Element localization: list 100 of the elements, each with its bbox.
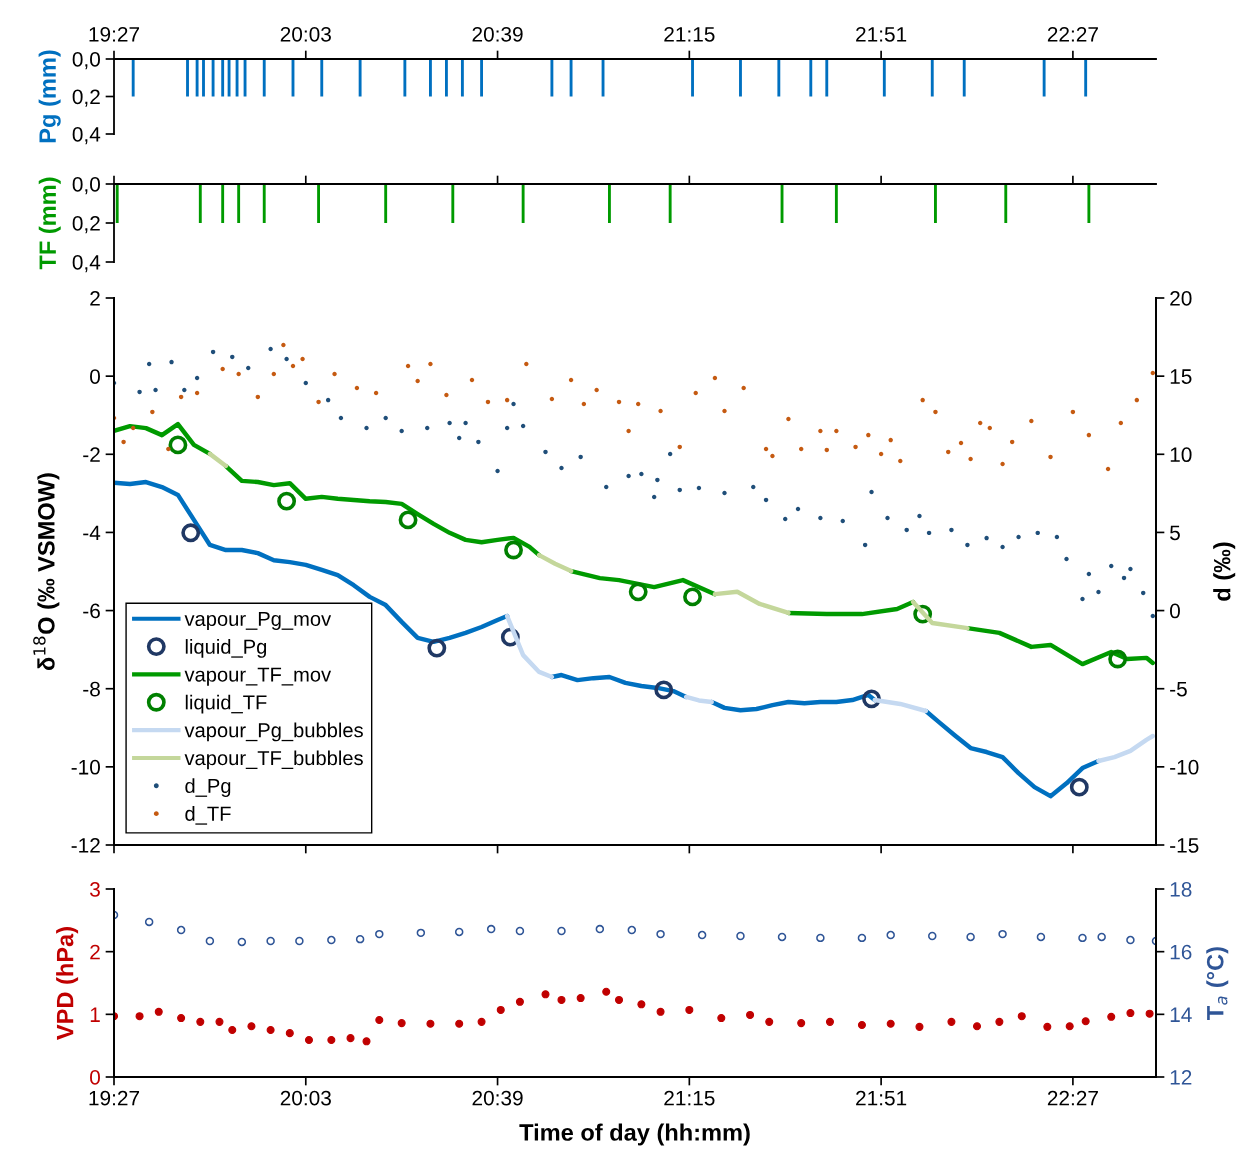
x-tick-label: 20:39 [472,26,523,42]
y2-tick-label: -10 [1170,759,1199,775]
point [181,523,201,543]
x-tick-label: 22:27 [1047,1090,1098,1106]
point [637,1000,646,1009]
y-tick-label: 0,0 [72,52,100,70]
y-tick-label: -8 [83,681,100,697]
x-tick-label: 21:15 [664,1090,715,1106]
point [1145,1009,1154,1018]
point [228,1025,237,1035]
y-tick-label: 2 [90,291,100,306]
point [966,932,975,942]
y2-tick-label: 5 [1170,525,1180,541]
point [215,1017,224,1026]
point [765,1017,774,1026]
y-tick-label: 0,0 [72,177,100,195]
point [915,1022,924,1031]
point [416,928,426,938]
point [656,929,665,939]
y-axis-title: Pg (mm) [38,50,61,143]
x-tick-label: 22:27 [1047,26,1098,42]
point [541,990,550,999]
point [477,1017,486,1026]
point [454,927,464,937]
point [1107,1012,1116,1021]
point [295,936,304,946]
point [557,995,566,1004]
point [736,931,745,941]
point [504,540,523,560]
point [247,1022,256,1031]
legend-label: d_TF [185,806,231,825]
point [602,987,611,996]
point [886,1019,895,1028]
y2-tick-label: 18 [1170,882,1192,897]
point [346,1034,355,1043]
x-tick-label: 21:51 [856,26,907,42]
y2-tick-label: 10 [1170,447,1192,463]
point [455,1019,464,1028]
point [1126,935,1135,945]
y2-axis-title: T$_{a}$ (°C) [1206,947,1229,1020]
y-axis-title: TF (mm) [38,177,61,270]
y-tick-label: 2 [90,944,100,960]
point [1081,1017,1090,1026]
y2-tick-label: 12 [1170,1070,1192,1085]
point [797,1019,806,1028]
y-tick-label: 3 [90,882,100,897]
point [427,638,447,658]
point [398,510,418,530]
point [654,680,674,700]
legend-label: vapour_TF_bubbles [184,750,363,770]
x-tick-label: 19:27 [89,1090,140,1106]
y2-tick-label: -15 [1170,838,1199,853]
legend-label: vapour_Pg_bubbles [184,722,363,742]
y-tick-label: 0,4 [72,255,101,273]
point [816,933,825,943]
y-tick-label: 0 [90,369,100,384]
x-tick-label: 21:15 [664,26,715,42]
point [196,1017,205,1026]
legend-label: vapour_TF_mov [184,667,332,686]
point [144,917,154,927]
point [576,994,585,1003]
y-tick-label: -4 [83,525,101,540]
point [285,1029,294,1038]
point [1108,649,1128,669]
y2-tick-label: 15 [1170,369,1192,384]
point [1069,777,1089,797]
point [135,1012,144,1021]
legend-label: vapour_Pg_mov [184,611,332,631]
x-tick-label: 20:03 [280,26,331,42]
point [266,1025,275,1035]
point [862,689,881,709]
y-tick-label: 0,2 [72,89,100,107]
point [515,997,524,1006]
point [1043,1022,1052,1031]
point [176,925,186,935]
point [972,1022,982,1031]
point [177,1014,186,1023]
y-tick-label: -2 [83,447,100,462]
point [362,1037,371,1046]
point [266,936,275,946]
legend-label: d_Pg [185,778,231,798]
y-tick-label: -6 [83,603,100,619]
point [1126,1009,1135,1018]
y2-tick-label: 0 [1170,603,1180,619]
point [746,1010,755,1019]
point [304,1035,314,1045]
point [486,924,496,934]
y2-tick-label: 16 [1170,944,1192,960]
point [628,582,648,602]
point [886,930,895,940]
point [168,435,188,455]
point [995,1017,1004,1026]
point [998,929,1007,939]
point [1065,1022,1074,1031]
y2-tick-label: -5 [1170,681,1187,697]
point [327,935,336,945]
point [595,924,605,934]
point [277,491,297,511]
y2-tick-label: 14 [1170,1007,1192,1022]
x-tick-label: 20:03 [280,1090,331,1106]
